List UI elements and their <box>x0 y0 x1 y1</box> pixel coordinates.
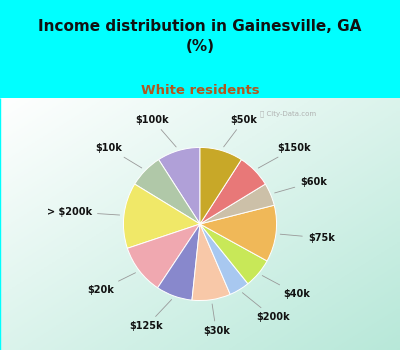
Wedge shape <box>200 147 241 224</box>
Text: $200k: $200k <box>242 293 290 322</box>
Wedge shape <box>200 224 248 294</box>
Text: ⓘ City-Data.com: ⓘ City-Data.com <box>260 111 316 117</box>
Wedge shape <box>200 224 267 284</box>
Text: $100k: $100k <box>136 115 176 147</box>
Wedge shape <box>192 224 230 301</box>
Wedge shape <box>200 160 265 224</box>
Text: Income distribution in Gainesville, GA
(%): Income distribution in Gainesville, GA (… <box>38 19 362 54</box>
Wedge shape <box>159 147 200 224</box>
Text: > $200k: > $200k <box>47 207 120 217</box>
Text: $60k: $60k <box>275 177 327 193</box>
Text: $40k: $40k <box>262 275 310 299</box>
Wedge shape <box>200 184 274 224</box>
Wedge shape <box>135 160 200 224</box>
Wedge shape <box>124 184 200 248</box>
Text: $50k: $50k <box>224 115 258 147</box>
Text: $125k: $125k <box>130 300 172 331</box>
Text: $150k: $150k <box>258 143 311 168</box>
Text: $20k: $20k <box>87 273 136 295</box>
Text: $75k: $75k <box>280 233 335 243</box>
Text: White residents: White residents <box>141 84 259 97</box>
Wedge shape <box>128 224 200 288</box>
Wedge shape <box>158 224 200 300</box>
Text: $30k: $30k <box>203 304 230 336</box>
Text: $10k: $10k <box>95 143 142 168</box>
Wedge shape <box>200 205 276 261</box>
